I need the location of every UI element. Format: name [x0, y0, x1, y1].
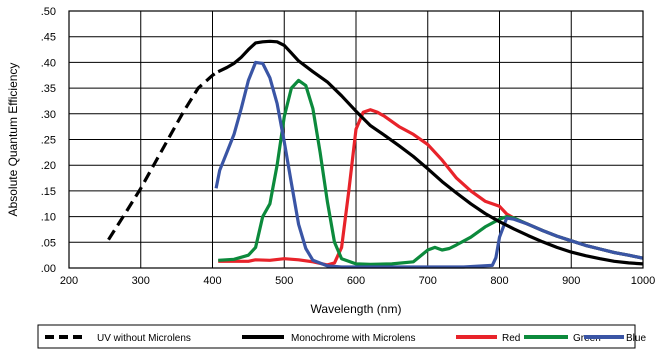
y-tick-label: .05 — [41, 237, 56, 249]
series-line-uv-without-microlens — [107, 70, 220, 241]
legend-label: Blue — [626, 333, 646, 344]
legend-label: Monochrome with Microlens — [291, 333, 416, 344]
legend-label: UV without Microlens — [97, 333, 191, 344]
x-tick-label: 900 — [562, 275, 580, 287]
legend-box — [37, 324, 636, 349]
x-tick-label: 800 — [490, 275, 508, 287]
y-tick-label: .30 — [41, 109, 56, 121]
x-tick-label: 600 — [347, 275, 365, 287]
series-line-monochrome-with-microlens — [217, 39, 644, 266]
y-tick-label: .40 — [41, 57, 56, 69]
x-tick-label: 200 — [60, 275, 78, 287]
y-tick-label: .25 — [41, 135, 56, 147]
series-layer — [107, 39, 644, 269]
x-tick-label: 700 — [419, 275, 437, 287]
y-tick-label: .35 — [41, 83, 56, 95]
y-tick-label: .10 — [41, 212, 56, 224]
y-tick-label: .00 — [41, 263, 56, 275]
y-tick-label: .45 — [41, 32, 56, 44]
y-axis-title: Absolute Quantum Efficiency — [6, 63, 20, 217]
x-axis-title: Wavelength (nm) — [311, 302, 402, 316]
plot-frame — [68, 10, 644, 269]
grid — [69, 11, 643, 268]
x-tick-label: 400 — [203, 275, 221, 287]
legend-label: Red — [502, 333, 520, 344]
x-tick-label: 500 — [275, 275, 293, 287]
series-line-blue — [214, 60, 644, 269]
x-tick-label: 300 — [132, 275, 150, 287]
y-tick-label: .50 — [41, 6, 56, 18]
y-tick-label: .15 — [41, 186, 56, 198]
tick-labels: 200 300 400 500 600 700 800 900 1000 .00 .05 .10 .15… — [41, 6, 656, 287]
y-tick-label: .20 — [41, 160, 56, 172]
legend: UV without Microlens Monochrome with Micr… — [37, 324, 646, 349]
x-tick-label: 1000 — [631, 275, 655, 287]
